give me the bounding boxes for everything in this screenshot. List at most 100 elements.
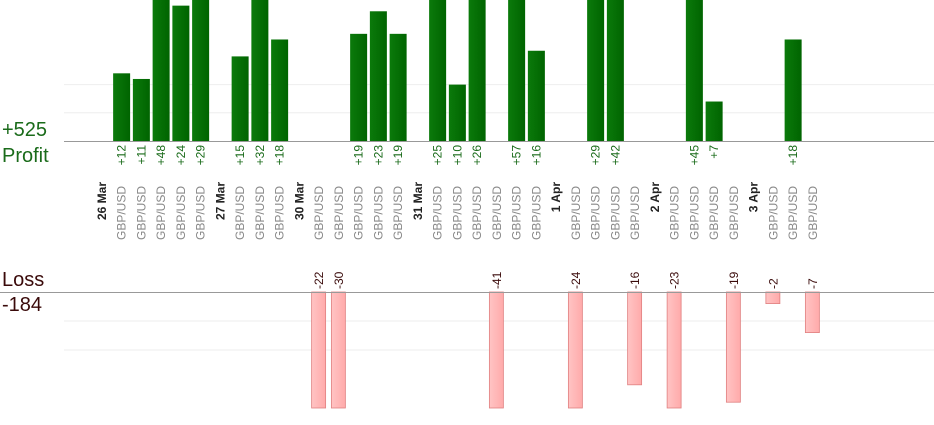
date-label: 1 Apr: [549, 182, 563, 213]
profit-bar: [429, 0, 447, 141]
date-label: 27 Mar: [213, 182, 227, 220]
pair-label: GBP/USD: [312, 186, 326, 240]
profit-value-label: +23: [371, 145, 385, 166]
loss-bar: [627, 291, 643, 386]
profit-label: Profit: [2, 145, 49, 167]
pair-label: GBP/USD: [727, 186, 741, 240]
profit-value-label: +18: [786, 145, 800, 166]
loss-value-label: -24: [569, 271, 583, 289]
loss-value-label: -30: [332, 271, 346, 289]
loss-bar: [311, 291, 327, 409]
profit-bar: [350, 33, 368, 142]
date-label: 31 Mar: [411, 182, 425, 220]
loss-bar: [725, 291, 741, 403]
loss-label: Loss: [2, 269, 45, 291]
profit-value-label: +7: [707, 145, 721, 159]
pair-label: GBP/USD: [608, 186, 622, 240]
profit-bar: [705, 101, 723, 141]
loss-value-label: -2: [766, 278, 780, 289]
profit-value-label: +32: [253, 145, 267, 166]
pair-label: GBP/USD: [628, 186, 642, 240]
date-label: 26 Mar: [95, 182, 109, 220]
pair-label: GBP/USD: [431, 186, 445, 240]
pair-label: GBP/USD: [470, 186, 484, 240]
loss-value-label: -7: [806, 278, 820, 289]
loss-value-label: -41: [490, 271, 504, 289]
pair-label: GBP/USD: [786, 186, 800, 240]
profit-bar: [685, 0, 703, 141]
loss-value-label: -16: [628, 271, 642, 289]
profit-value-label: +16: [529, 145, 543, 166]
profit-value-label: +12: [115, 145, 129, 166]
profit-bar: [231, 56, 249, 141]
pair-label: GBP/USD: [806, 186, 820, 240]
loss-bar: [804, 291, 820, 333]
pair-label: GBP/USD: [687, 186, 701, 240]
profit-value-label: +24: [174, 145, 188, 166]
profit-value-label: +42: [608, 145, 622, 166]
pair-label: GBP/USD: [391, 186, 405, 240]
profit-bar: [172, 5, 190, 142]
pair-label: GBP/USD: [668, 186, 682, 240]
profit-bar: [389, 33, 407, 142]
loss-bar: [765, 291, 781, 305]
profit-value-label: +11: [134, 145, 148, 165]
profit-bar: [606, 0, 624, 141]
pair-label: GBP/USD: [352, 186, 366, 240]
profit-bar: [587, 0, 605, 141]
pair-label: GBP/USD: [529, 186, 543, 240]
loss-value-label: -23: [668, 271, 682, 289]
pair-label: GBP/USD: [766, 186, 780, 240]
loss-bar: [666, 291, 682, 409]
loss-bar: [567, 291, 583, 409]
profit-bar: [468, 0, 486, 141]
profit-value-label: +45: [687, 145, 701, 166]
profit-bar: [508, 0, 526, 141]
profit-value-label: +19: [352, 145, 366, 166]
profit-value-label: +48: [154, 145, 168, 166]
loss-total: -184: [2, 294, 43, 316]
profit-bar: [784, 39, 802, 142]
profit-value-label: +25: [431, 145, 445, 166]
pair-label: GBP/USD: [510, 186, 524, 240]
date-label: 3 Apr: [747, 182, 761, 213]
loss-value-label: -19: [727, 271, 741, 289]
pair-label: GBP/USD: [253, 186, 267, 240]
profit-bar: [192, 0, 210, 141]
pair-label: GBP/USD: [194, 186, 208, 240]
pair-label: GBP/USD: [569, 186, 583, 240]
date-label: 2 Apr: [648, 182, 662, 213]
pair-label: GBP/USD: [707, 186, 721, 240]
profit-value-label: +19: [391, 145, 405, 166]
profit-value-label: +26: [470, 145, 484, 166]
profit-bar: [113, 73, 131, 141]
pair-label: GBP/USD: [332, 186, 346, 240]
pair-label: GBP/USD: [154, 186, 168, 240]
profit-bar: [132, 78, 150, 141]
pair-label: GBP/USD: [490, 186, 504, 240]
profit-value-label: +29: [589, 145, 603, 166]
date-label: 30 Mar: [292, 182, 306, 220]
loss-bar: [488, 291, 504, 409]
profit-bar: [527, 50, 545, 142]
pair-label: GBP/USD: [115, 186, 129, 240]
pair-label: GBP/USD: [174, 186, 188, 240]
profit-value-label: +18: [273, 145, 287, 166]
profit-bar: [448, 84, 466, 141]
profit-bar: [152, 0, 170, 141]
pair-label: GBP/USD: [273, 186, 287, 240]
profit-total: +525: [2, 119, 48, 141]
pair-label: GBP/USD: [589, 186, 603, 240]
pair-label: GBP/USD: [134, 186, 148, 240]
loss-bar: [330, 291, 346, 409]
profit-bar: [251, 0, 269, 141]
profit-bar: [271, 39, 289, 142]
loss-value-label: -22: [312, 271, 326, 289]
profit-value-label: +10: [450, 145, 464, 166]
profit-value-label: +15: [233, 145, 247, 166]
pair-label: GBP/USD: [371, 186, 385, 240]
pair-label: GBP/USD: [450, 186, 464, 240]
profit-bar: [369, 11, 387, 142]
